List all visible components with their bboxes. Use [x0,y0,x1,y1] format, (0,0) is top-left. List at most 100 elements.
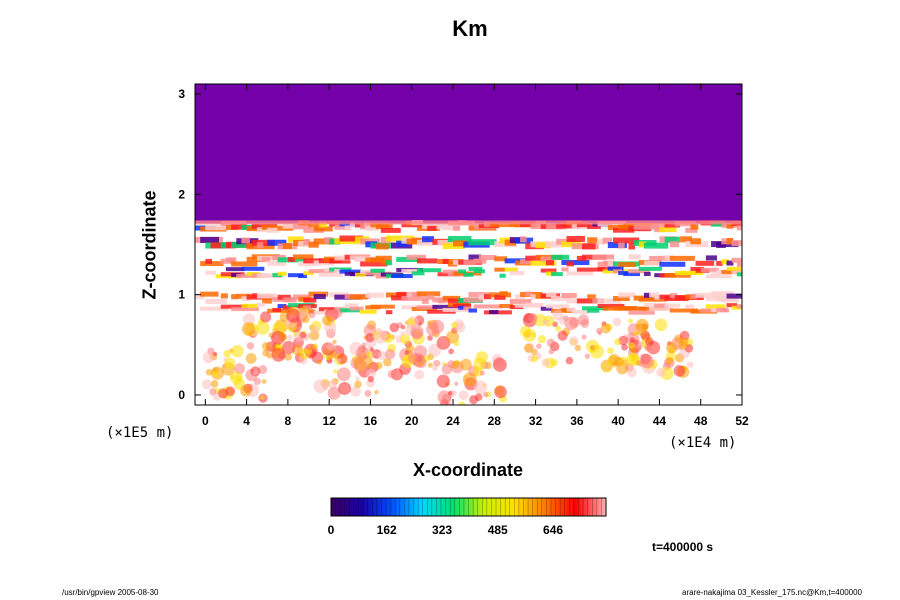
field-patch [628,269,650,274]
field-blob [234,363,245,375]
field-patch [442,295,461,301]
field-patch [298,274,307,279]
field-patch [685,304,695,309]
field-blob [231,345,244,358]
field-blob [460,358,472,371]
field-blob [552,309,564,321]
field-patch [282,297,297,303]
field-patch [416,239,435,246]
field-patch [566,235,585,242]
field-blob [494,385,507,399]
field-blob [317,359,322,365]
field-patch [262,257,271,263]
field-blob [202,351,215,364]
chart-title: Km [452,16,488,41]
time-label: t=400000 s [652,540,714,554]
field-patch [690,224,699,230]
field-patch [370,268,385,273]
field-blob [537,335,546,344]
field-patch [277,304,287,309]
field-blob [407,317,416,326]
colorbar-tick-label: 162 [377,523,397,537]
field-patch [354,222,365,228]
field-patch [551,254,570,260]
field-patch [256,242,264,249]
field-blob [430,319,445,334]
field-patch [576,222,590,228]
field-blob [574,344,582,352]
field-blob [458,401,466,405]
heatmap-field [195,84,742,405]
field-blob [614,338,621,346]
field-blob [201,379,212,390]
field-blob [633,330,639,336]
field-blob [600,323,611,334]
field-patch [576,267,605,272]
field-patch [442,225,459,231]
x-tick-label: 4 [243,414,250,428]
field-patch [380,227,401,233]
field-patch [231,224,248,230]
field-blob [209,388,217,396]
field-patch [225,257,237,263]
field-blob [565,356,574,365]
x-tick-label: 28 [488,414,502,428]
field-patch [499,291,508,297]
field-patch [200,236,220,243]
field-blob [218,388,229,399]
field-patch [427,225,437,231]
field-patch [453,240,468,247]
field-blob [557,330,568,341]
field-patch [711,308,721,313]
field-blob [355,346,370,361]
field-patch [287,256,296,262]
field-patch [416,291,441,297]
field-patch [669,308,699,313]
field-patch [680,236,692,243]
field-blob [361,342,367,348]
field-patch [566,271,594,276]
field-patch [375,255,392,261]
field-blob [223,349,232,358]
field-patch [422,298,429,304]
field-blob [673,365,686,377]
x-tick-label: 12 [322,414,336,428]
field-patch [360,261,388,267]
field-patch [520,236,527,243]
field-blob [258,365,268,375]
field-patch [638,241,647,248]
field-blob [600,360,613,373]
field-patch [726,237,734,245]
field-patch [711,291,734,297]
x-tick-label: 32 [529,414,543,428]
field-patch [705,274,732,279]
y-axis-ticks: 0 1 2 3 [178,87,742,402]
y-tick-label: 2 [178,187,185,201]
field-blob [210,380,219,388]
field-patch [494,256,508,262]
field-patch [380,236,391,243]
field-patch [220,304,248,309]
x-axis-ticks: 0 4 8 12 16 20 24 28 32 36 40 44 48 52 [202,84,749,428]
field-blob [654,318,668,332]
field-patch [514,294,525,300]
field-blob [644,343,653,352]
field-patch [324,237,334,244]
field-patch [303,258,321,264]
field-patch [561,267,569,272]
field-patch [241,303,258,308]
colorbar: 0 162 323 485 646 [328,497,607,537]
field-blob [536,343,542,349]
field-patch [685,227,698,233]
field-blob [627,318,633,324]
field-patch [267,227,280,233]
field-blob [479,370,485,376]
field-patch [473,269,485,274]
field-patch [736,261,742,267]
field-blob [321,383,329,391]
field-blob [541,358,550,367]
field-patch [468,308,478,313]
field-blob [369,347,374,352]
field-patch [293,224,311,230]
field-blob [261,379,267,384]
